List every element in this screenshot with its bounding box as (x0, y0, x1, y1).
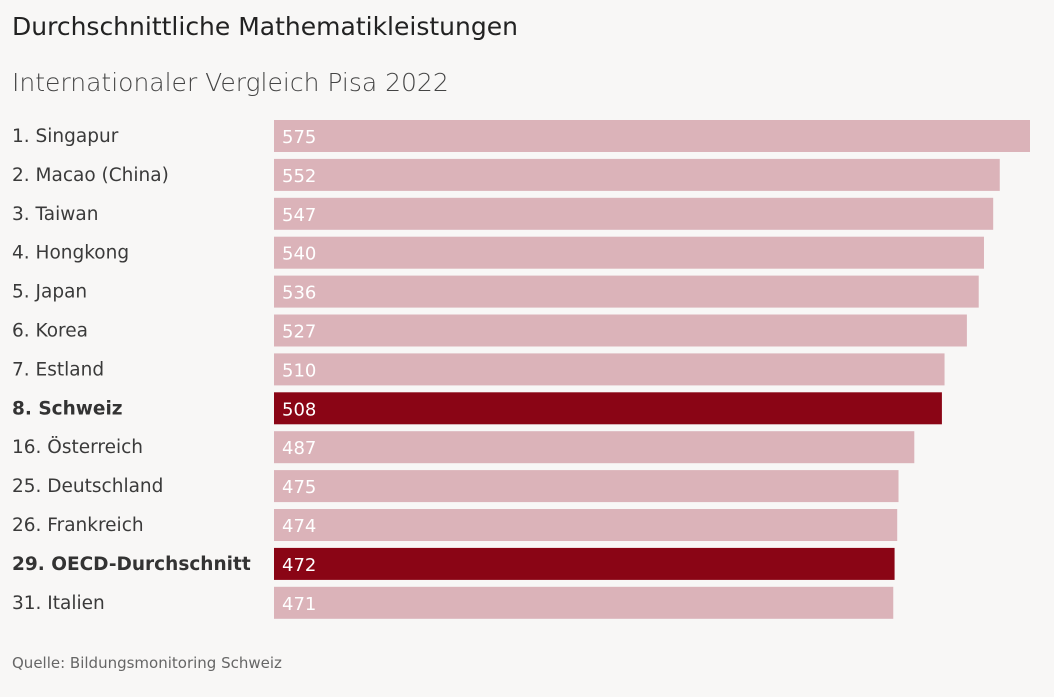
category-label: 1. Singapur (12, 126, 119, 147)
bar (274, 509, 898, 541)
category-label: 31. Italien (12, 593, 105, 614)
value-label: 474 (282, 516, 316, 537)
bar (274, 314, 967, 347)
bar (274, 431, 915, 464)
category-label: 16. Österreich (12, 436, 143, 458)
chart-subtitle: Internationaler Vergleich Pisa 2022 (12, 68, 449, 97)
category-label: 8. Schweiz (12, 398, 123, 419)
value-label: 536 (282, 283, 316, 304)
value-label: 575 (282, 127, 316, 148)
bar (274, 586, 894, 619)
source-note: Quelle: Bildungsmonitoring Schweiz (12, 654, 282, 672)
value-label: 540 (282, 244, 316, 265)
value-label: 527 (282, 322, 316, 343)
category-label: 7. Estland (12, 359, 104, 380)
chart-title: Durchschnittliche Mathematikleistungen (12, 12, 518, 41)
category-label: 26. Frankreich (12, 515, 144, 536)
bar-highlighted (274, 392, 942, 425)
category-label: 29. OECD-Durchschnitt (12, 554, 251, 575)
value-label: 508 (282, 399, 316, 420)
category-label: 4. Hongkong (12, 243, 129, 264)
category-label: 25. Deutschland (12, 476, 163, 497)
bar (274, 275, 979, 308)
category-label: 6. Korea (12, 321, 88, 342)
value-label: 471 (282, 594, 316, 615)
bar-chart: 1. Singapur 575 2. Macao (China) 552 3. Taiw… (12, 120, 1030, 619)
value-label: 472 (282, 555, 316, 576)
bar (274, 470, 899, 503)
category-label: 3. Taiwan (12, 204, 98, 225)
value-label: 547 (282, 205, 316, 226)
value-label: 475 (282, 477, 316, 498)
value-label: 487 (282, 438, 316, 459)
bar (274, 353, 945, 386)
category-label: 5. Japan (12, 282, 87, 303)
bar (274, 120, 1030, 152)
value-label: 510 (282, 360, 316, 381)
bar (274, 158, 1000, 191)
bar (274, 236, 984, 269)
bar (274, 197, 994, 230)
category-label: 2. Macao (China) (12, 165, 169, 186)
bar-highlighted (274, 547, 895, 580)
value-label: 552 (282, 166, 316, 187)
